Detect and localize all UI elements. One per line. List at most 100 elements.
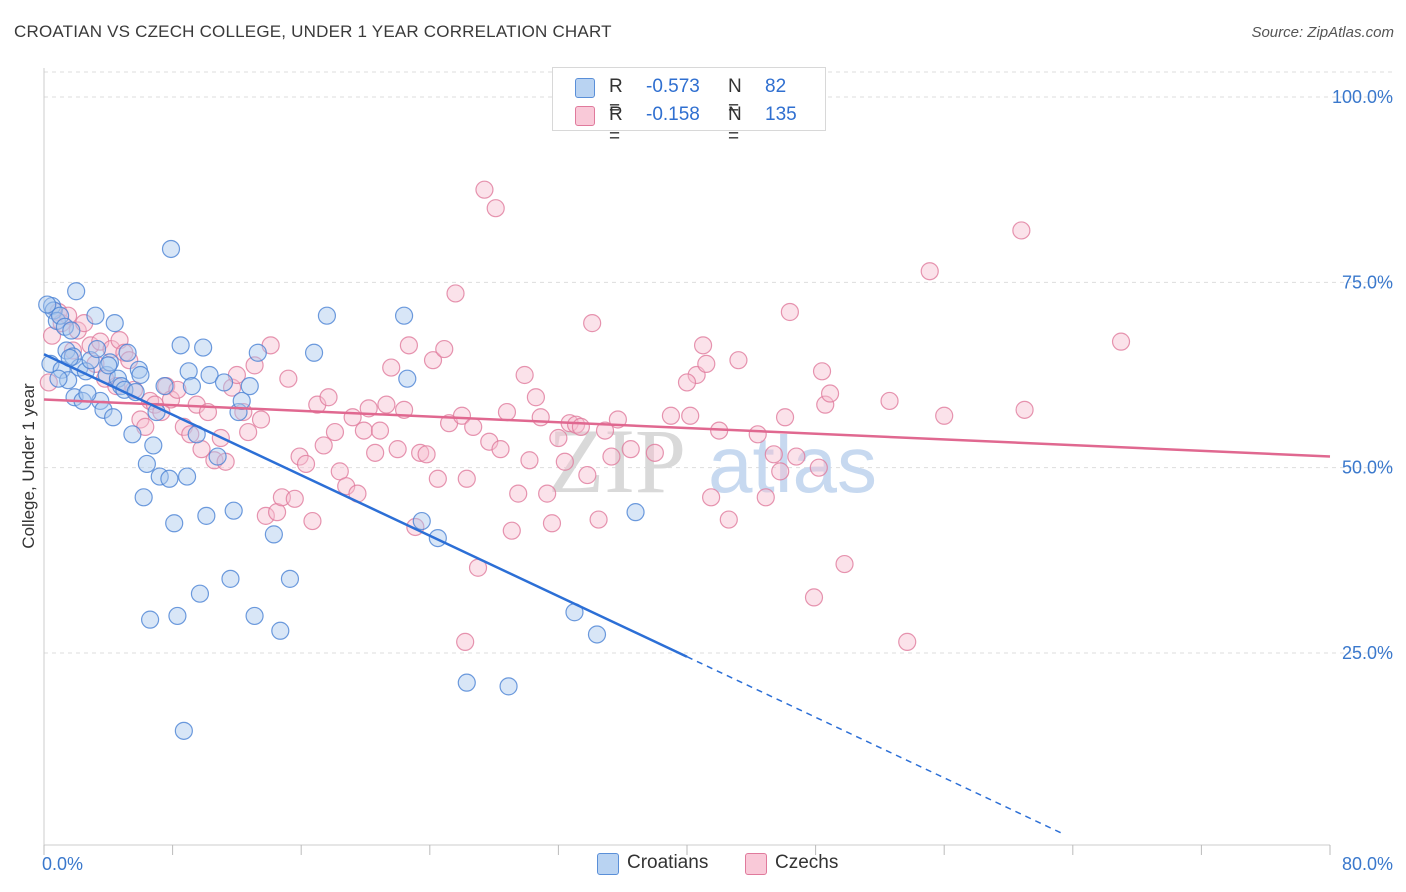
croatians-point xyxy=(49,369,68,388)
czechs-point xyxy=(1111,332,1131,351)
czechs-point xyxy=(583,314,602,333)
czechs-point xyxy=(308,395,327,414)
czechs-point xyxy=(296,454,316,474)
czechs-point xyxy=(816,395,835,414)
czechs-point xyxy=(820,384,840,403)
czechs-point xyxy=(120,351,139,370)
croatians-point xyxy=(140,610,160,629)
czechs-point xyxy=(771,462,790,481)
legend-r-label: R = xyxy=(609,76,623,119)
croatians-point xyxy=(304,343,324,362)
x-tick-label-max: 80.0% xyxy=(1342,854,1393,874)
legend-n-value-czechs: 135 xyxy=(765,104,797,125)
czechs-point xyxy=(719,510,738,529)
croatians-trend-line xyxy=(43,353,688,658)
croatians-point xyxy=(280,569,300,588)
croatians-point xyxy=(197,506,216,525)
czechs-point xyxy=(1015,400,1034,419)
croatians-point xyxy=(428,528,447,548)
croatians-point xyxy=(38,295,57,314)
czechs-point xyxy=(290,447,309,466)
czechs-point xyxy=(520,451,539,470)
czechs-point xyxy=(181,425,200,444)
croatians-point xyxy=(194,338,213,357)
czechs-point xyxy=(377,395,396,414)
croatians-point xyxy=(208,447,227,466)
correlation-legend: R = -0.573 N = 82 R = -0.158 N = 135 xyxy=(552,67,826,147)
croatians-point xyxy=(271,621,290,640)
croatians-point xyxy=(59,371,78,390)
czechs-point xyxy=(486,199,505,218)
czechs-point xyxy=(480,432,499,451)
y-tick-label: 75.0% xyxy=(1342,272,1393,292)
y-tick-label: 100.0% xyxy=(1332,87,1393,107)
czechs-point xyxy=(595,421,615,440)
czechs-point xyxy=(497,402,517,422)
czechs-point xyxy=(475,180,494,199)
croatians-point xyxy=(171,336,190,355)
czechs-point xyxy=(515,365,534,385)
czechs-point xyxy=(935,406,954,425)
tick-labels: 25.0% 50.0% 75.0% 100.0% xyxy=(1332,87,1393,663)
legend-r-label: R = xyxy=(609,104,623,147)
croatians-point xyxy=(160,469,179,488)
czechs-point xyxy=(428,469,447,488)
czechs-point xyxy=(1012,221,1031,240)
czechs-point xyxy=(697,354,716,373)
croatians-point xyxy=(248,343,267,362)
czechs-point xyxy=(555,452,574,471)
czechs-point xyxy=(804,588,824,607)
legend-r-value-czechs: -0.158 xyxy=(646,104,700,125)
czechs-legend-label: Czechs xyxy=(775,852,839,873)
czechs-point xyxy=(417,445,436,464)
czechs-point xyxy=(645,443,664,462)
czechs-point xyxy=(314,436,333,455)
croatians-point xyxy=(123,425,142,444)
czechs-point xyxy=(787,447,806,466)
chart-title: CROATIAN VS CZECH COLLEGE, UNDER 1 YEAR … xyxy=(14,22,612,41)
czechs-point xyxy=(509,484,528,503)
czechs-point xyxy=(337,477,356,496)
croatians-point xyxy=(86,306,105,325)
croatians-point xyxy=(99,356,118,375)
czechs-point xyxy=(780,302,799,322)
czechs-point xyxy=(661,406,681,425)
czechs-point xyxy=(835,554,854,574)
czechs-point xyxy=(621,440,640,459)
czechs-point xyxy=(382,358,401,377)
legend-n-label: N = xyxy=(728,76,742,119)
croatians-point xyxy=(587,625,607,644)
czechs-point xyxy=(285,489,304,508)
czechs-point xyxy=(456,632,475,651)
croatians-point xyxy=(104,408,123,427)
czechs-point xyxy=(812,362,832,381)
croatians-point xyxy=(62,321,81,340)
y-tick-label: 25.0% xyxy=(1342,643,1393,663)
legend-n-value-croatians: 82 xyxy=(765,76,787,97)
croatians-point xyxy=(221,569,240,588)
czechs-point xyxy=(538,484,557,503)
croatians-point xyxy=(131,365,150,385)
czechs-point xyxy=(354,421,373,440)
czechs-point xyxy=(319,388,338,407)
czechs-point xyxy=(549,428,568,448)
czechs-point xyxy=(702,488,721,507)
czechs-point xyxy=(251,410,271,429)
croatians-point xyxy=(317,306,337,325)
czechs-point xyxy=(531,408,550,427)
czechs-point xyxy=(526,388,545,407)
czechs-point xyxy=(602,447,621,466)
czechs-point xyxy=(775,408,795,427)
croatians-point xyxy=(144,436,163,455)
czechs-point xyxy=(578,465,597,485)
croatians-point xyxy=(626,503,645,522)
czechs-swatch xyxy=(575,106,595,126)
czechs-point xyxy=(748,425,767,444)
croatians-point xyxy=(100,353,120,372)
croatians-point xyxy=(165,514,184,533)
axes xyxy=(43,68,1331,855)
czechs-point xyxy=(898,632,917,651)
croatians-point xyxy=(224,501,243,520)
croatians-point xyxy=(118,343,137,362)
